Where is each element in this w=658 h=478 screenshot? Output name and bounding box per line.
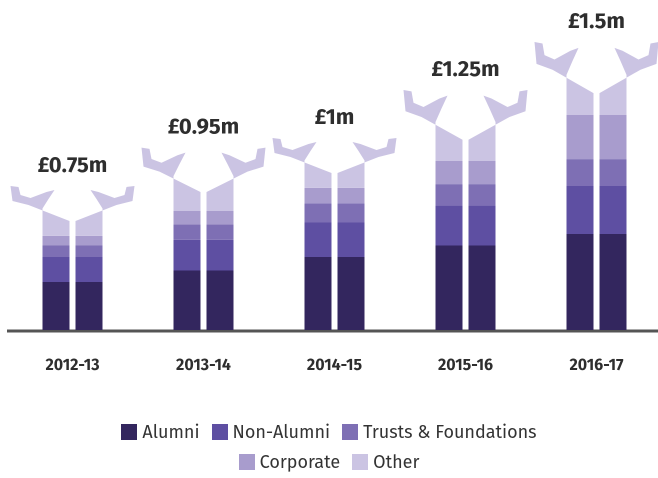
x-tick-label: 2016-17 <box>569 356 624 375</box>
x-tick-label: 2015-16 <box>438 356 493 375</box>
hands <box>272 138 397 188</box>
legend-item: Alumni <box>121 420 200 444</box>
total-label: £0.75m <box>38 151 108 178</box>
bar-segment <box>42 235 103 246</box>
total-label: £1.25m <box>431 55 499 82</box>
x-tick-label: 2012-13 <box>45 356 99 375</box>
bar-segment <box>304 187 365 204</box>
bar-segment <box>42 257 103 282</box>
bar-segment <box>566 159 627 186</box>
legend-swatch <box>121 424 138 440</box>
x-tick-label: 2014-15 <box>307 356 363 375</box>
bar-segment <box>566 114 627 160</box>
bar-segment <box>435 245 496 330</box>
bar-segment <box>173 239 234 271</box>
legend-swatch <box>342 424 359 440</box>
bar-segment <box>566 234 627 330</box>
bar-segment <box>173 224 234 240</box>
legend-label: Non-Alumni <box>232 421 331 443</box>
legend-swatch <box>211 424 228 440</box>
legend-swatch <box>238 454 255 470</box>
legend-item: Non-Alumni <box>211 420 331 444</box>
bar-segment <box>304 222 365 258</box>
legend-label: Alumni <box>142 421 200 443</box>
bar-segment <box>435 205 496 246</box>
hands <box>403 90 528 162</box>
total-label: £1.5m <box>568 7 625 34</box>
x-tick-label: 2013-14 <box>176 356 231 375</box>
total-label: £0.95m <box>168 113 240 140</box>
bar-segment <box>304 203 365 223</box>
bar-segment <box>42 282 103 330</box>
legend-label: Corporate <box>259 451 341 473</box>
bar-segment <box>435 184 496 206</box>
legend-label: Other <box>373 451 420 473</box>
chart: £0.75m 2012-13 £0.95m 2013-14 £1m 2014-15 £1.2… <box>7 7 658 375</box>
hands <box>141 147 266 211</box>
legend-item: Other <box>352 450 419 474</box>
legend-label: Trusts & Foundations <box>363 421 537 443</box>
bar-segment <box>304 257 365 330</box>
legend-item: Trusts & Foundations <box>342 420 537 444</box>
bar-segment <box>173 270 234 330</box>
bar-segment <box>435 161 496 185</box>
bar-segment <box>566 186 627 234</box>
hands <box>534 42 658 115</box>
bar-segment <box>42 245 103 258</box>
hands <box>10 186 135 236</box>
legend-swatch <box>352 454 369 470</box>
legend: Alumni Non-Alumni Trusts & Foundations Corp… <box>79 420 579 474</box>
bar-segment <box>173 210 234 225</box>
total-label: £1m <box>315 103 355 130</box>
legend-item: Corporate <box>238 450 341 474</box>
